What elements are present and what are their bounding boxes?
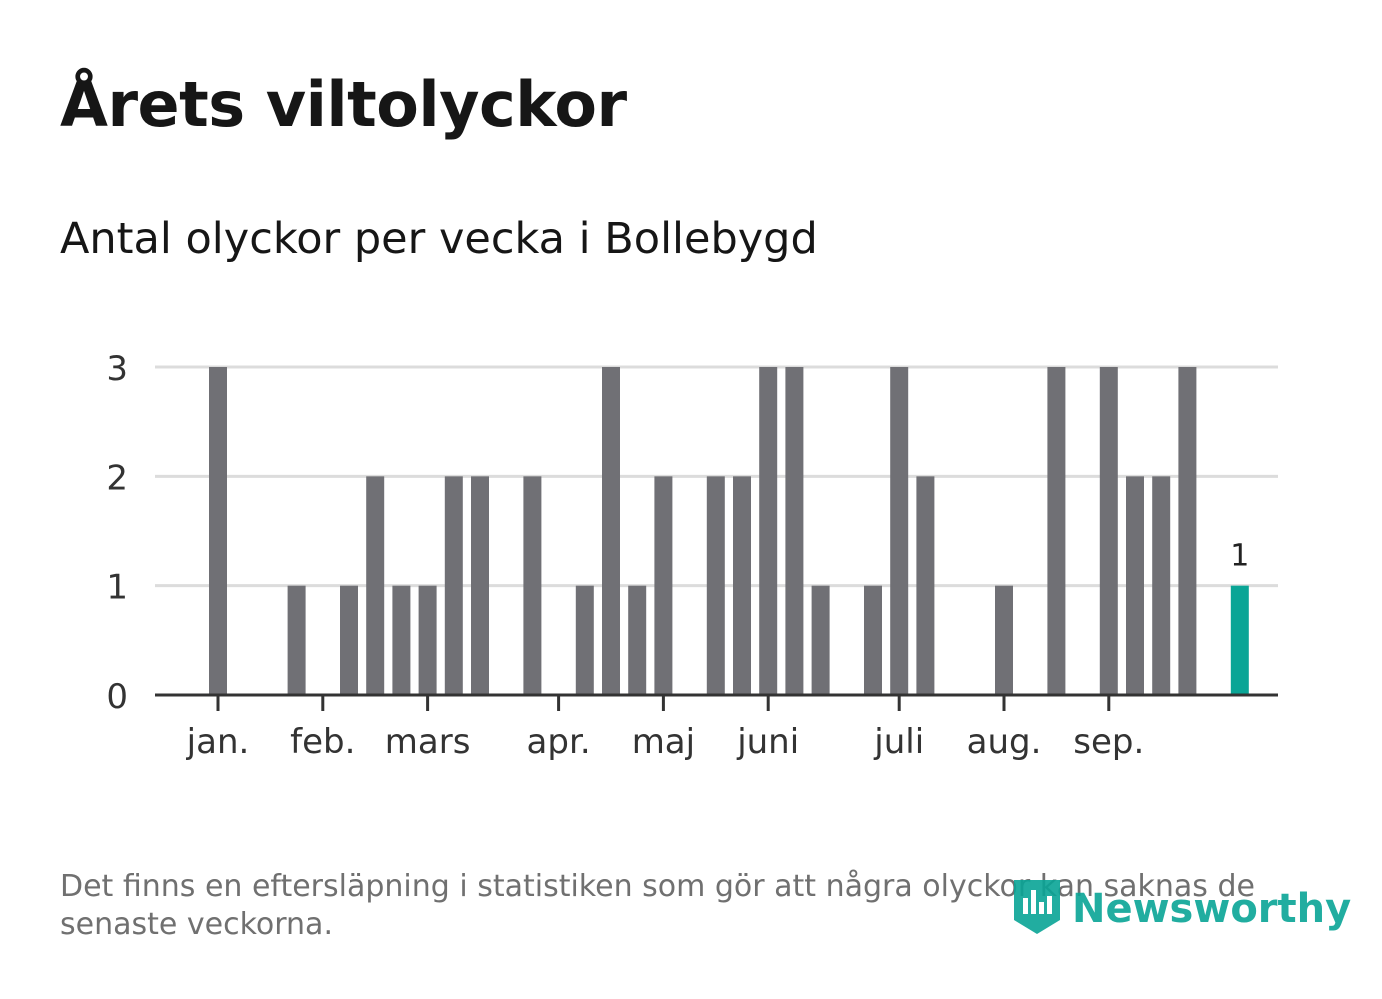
bar-week-11 — [471, 476, 489, 695]
brand-name: Newsworthy — [1072, 886, 1352, 932]
x-tick-label-mars: mars — [385, 722, 471, 762]
x-tick-label-juni: juni — [736, 722, 799, 762]
bar-week-8 — [392, 585, 411, 695]
bar-week-20 — [706, 476, 725, 695]
axes — [155, 693, 1278, 711]
bar-week-40 — [1230, 585, 1249, 695]
bars — [209, 367, 1249, 695]
bar-week-22 — [759, 367, 778, 695]
bar-week-23 — [785, 367, 804, 695]
bar-week-4 — [287, 585, 306, 695]
x-tick-label-jan: jan. — [186, 722, 250, 762]
bar-week-6 — [340, 585, 358, 695]
axis-labels: 0 1 2 3 1 jan. feb. mars apr. maj juni juli aug. sep. — [106, 349, 1249, 762]
bar-chart: 0 1 2 3 1 jan. feb. mars apr. maj juni juli aug. sep. — [106, 349, 1278, 762]
chart-title: Årets viltolyckor — [60, 68, 627, 141]
bar-week-36 — [1126, 476, 1144, 695]
bar-week-28 — [916, 476, 935, 695]
x-tick-label-maj: maj — [632, 722, 695, 762]
bar-week-10 — [444, 476, 463, 695]
y-tick-label-2: 2 — [106, 458, 128, 498]
bar-week-17 — [628, 585, 647, 695]
bar-week-33 — [1047, 367, 1066, 695]
y-tick-label-1: 1 — [106, 568, 128, 608]
bar-week-38 — [1178, 367, 1197, 695]
bar-week-31 — [995, 585, 1013, 695]
x-tick-label-apr: apr. — [527, 722, 591, 762]
bar-week-9 — [418, 585, 437, 695]
bar-week-26 — [864, 585, 882, 695]
bar-week-37 — [1152, 476, 1171, 695]
bar-week-21 — [733, 476, 751, 695]
bar-week-35 — [1099, 367, 1118, 695]
brand-logo: Newsworthy — [1010, 876, 1351, 942]
bar-week-1 — [209, 367, 227, 695]
x-tick-label-aug: aug. — [967, 722, 1042, 762]
bar-week-7 — [366, 476, 385, 695]
bar-week-27 — [890, 367, 909, 695]
x-tick-label-juli: juli — [873, 722, 924, 762]
bar-week-18 — [654, 476, 673, 695]
y-tick-label-0: 0 — [106, 677, 128, 717]
y-tick-label-3: 3 — [106, 349, 128, 389]
bar-week-16 — [602, 367, 620, 695]
x-tick-label-feb: feb. — [290, 722, 355, 762]
chart-subtitle: Antal olyckor per vecka i Bollebygd — [60, 214, 818, 264]
data-label-week-40: 1 — [1230, 539, 1249, 574]
bar-week-13 — [523, 476, 542, 695]
x-tick-label-sep: sep. — [1073, 722, 1144, 762]
bar-week-24 — [811, 585, 830, 695]
newsworthy-logo-icon — [1010, 876, 1064, 942]
bar-week-15 — [575, 585, 594, 695]
